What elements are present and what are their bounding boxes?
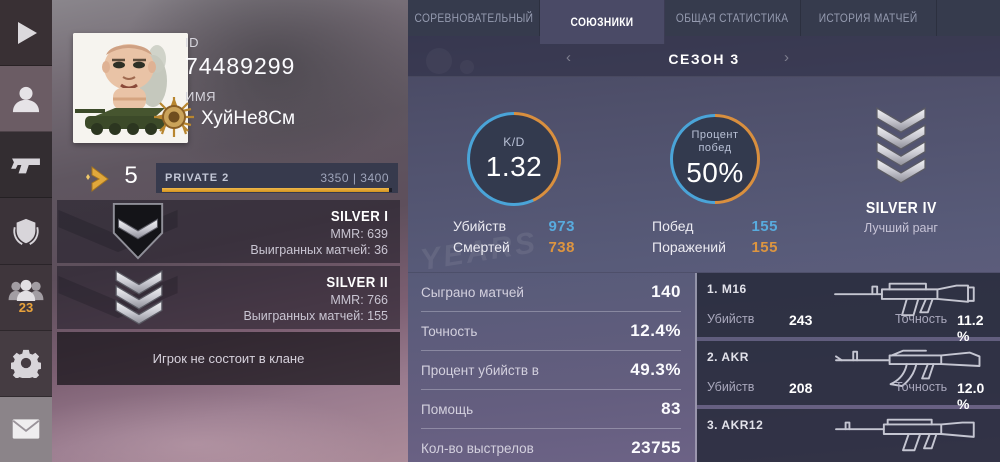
weapon-akr12-icon bbox=[835, 418, 975, 452]
sidebar: 23 bbox=[0, 0, 52, 462]
best-rank-title: SILVER IV bbox=[865, 200, 937, 217]
winrate-label-1: Процент bbox=[691, 128, 739, 141]
player-identity: ID 74489299 ИМЯ ХуйНе8См bbox=[185, 35, 296, 130]
deaths-label: Смертей bbox=[453, 239, 510, 255]
rank-mmr: MMR: 639 bbox=[330, 227, 388, 241]
rank-badge-silver4-icon bbox=[876, 107, 926, 184]
losses-value: 155 bbox=[751, 239, 778, 256]
best-rank-caption: Лучший ранг bbox=[864, 221, 938, 235]
friends-count-badge: 23 bbox=[18, 300, 34, 316]
tab-bar-filler bbox=[937, 0, 1000, 36]
losses-label: Поражений bbox=[652, 239, 726, 255]
clan-status-strip: Игрок не состоит в клане bbox=[57, 332, 400, 385]
weapon-stats-row: Убийств 243 Точность 11.2 % bbox=[707, 312, 984, 344]
weapon-akr-icon bbox=[835, 349, 981, 388]
gear-icon bbox=[11, 350, 41, 379]
competitive-rank-row[interactable]: SILVER I MMR: 639 Выигранных матчей: 36 bbox=[57, 200, 400, 263]
sidebar-item-settings[interactable] bbox=[0, 330, 52, 397]
tab-general-stats[interactable]: ОБЩАЯ СТАТИСТИКА bbox=[665, 0, 801, 36]
sidebar-item-clan[interactable] bbox=[0, 198, 52, 265]
player-name-label: ИМЯ bbox=[185, 88, 217, 104]
rank-text-block: SILVER I MMR: 639 Выигранных матчей: 36 bbox=[250, 207, 388, 258]
sidebar-item-armory[interactable] bbox=[0, 132, 52, 199]
winrate-value: 50% bbox=[686, 157, 744, 189]
level-chevron-icon bbox=[86, 166, 109, 192]
stat-row-accuracy: Точность 12.4% bbox=[421, 312, 681, 351]
weapon-card-akr[interactable]: 2. AKR Убийств 208 Точность bbox=[697, 341, 1000, 412]
tab-bar: СОРЕВНОВАТЕЛЬНЫЙ СОЮЗНИКИ ОБЩАЯ СТАТИСТИ… bbox=[408, 0, 1000, 44]
winrate-rows: Побед 155 Поражений 155 bbox=[652, 218, 778, 260]
rank-badge-silver1-icon bbox=[112, 202, 164, 260]
season-next-icon[interactable]: › bbox=[784, 49, 789, 66]
deaths-value: 738 bbox=[548, 239, 575, 256]
winrate-label-2: побед bbox=[698, 142, 732, 154]
avatar[interactable] bbox=[73, 33, 188, 143]
weapon-stats-row bbox=[707, 448, 992, 462]
sidebar-item-mail[interactable] bbox=[0, 396, 52, 462]
pistol-icon bbox=[11, 158, 40, 174]
weapon-m16-icon bbox=[834, 282, 975, 317]
best-rank-group: SILVER IV Лучший ранг bbox=[846, 84, 956, 235]
play-icon bbox=[18, 21, 37, 44]
rank-wins: Выигранных матчей: 155 bbox=[243, 308, 388, 323]
stat-row-assists: Помощь 83 bbox=[421, 390, 681, 429]
stat-row-headshot-pct: Процент убийств в 49.3% bbox=[421, 351, 681, 390]
sidebar-item-profile[interactable] bbox=[0, 66, 52, 133]
level-rank-label: PRIVATE 2 bbox=[165, 172, 230, 184]
weapon-title: 3. AKR12 bbox=[707, 418, 764, 432]
xp-progressbar bbox=[162, 188, 392, 192]
mail-icon bbox=[11, 418, 41, 440]
weapon-stats-row: Убийств 208 Точность 12.0 % bbox=[707, 380, 985, 412]
top-weapons-list: 1. M16 Убийств 243 Точность bbox=[695, 273, 1000, 462]
weapon-title: 1. M16 bbox=[707, 282, 747, 296]
weapon-card-m16[interactable]: 1. M16 Убийств 243 Точность bbox=[697, 273, 1000, 344]
weapon-title: 2. AKR bbox=[707, 350, 749, 364]
wins-value: 155 bbox=[751, 218, 778, 235]
season-body: K/D 1.32 Убийств 973 Смертей 738 bbox=[408, 76, 1000, 272]
stats-panel: YEARS СОРЕВНОВАТЕЛЬНЫЙ СОЮЗНИКИ ОБЩАЯ СТ… bbox=[408, 0, 1000, 462]
stat-row-shots: Кол-во выстрелов 23755 bbox=[421, 429, 681, 462]
kd-label: K/D bbox=[503, 134, 525, 149]
stats-list: Сыграно матчей 140 Точность 12.4% Процен… bbox=[408, 273, 695, 462]
kd-value: 1.32 bbox=[485, 151, 543, 183]
winrate-gauge: Процент побед 50% bbox=[670, 114, 760, 204]
friends-icon bbox=[8, 280, 44, 302]
player-name-value: ХуйНе8См bbox=[201, 107, 296, 129]
xp-progress-fill bbox=[162, 188, 389, 192]
rank-wins: Выигранных матчей: 36 bbox=[250, 242, 388, 257]
kd-rows: Убийств 973 Смертей 738 bbox=[453, 218, 575, 260]
kills-label: Убийств bbox=[453, 218, 507, 234]
tab-competitive[interactable]: СОРЕВНОВАТЕЛЬНЫЙ bbox=[408, 0, 540, 36]
rank-title: SILVER I bbox=[330, 208, 388, 225]
player-id-label: ID bbox=[185, 35, 199, 50]
player-id-value: 74489299 bbox=[185, 53, 296, 80]
season-title: СЕЗОН 3 bbox=[668, 51, 740, 67]
shield-laurel-icon bbox=[13, 218, 39, 245]
sidebar-item-play[interactable] bbox=[0, 0, 52, 67]
player-panel: ID 74489299 ИМЯ ХуйНе8См 5 PRIVATE 2 335… bbox=[52, 0, 408, 462]
stat-row-matches: Сыграно матчей 140 bbox=[421, 273, 681, 312]
rank-title: SILVER II bbox=[326, 274, 388, 291]
background-fog bbox=[52, 372, 408, 462]
kills-value: 973 bbox=[548, 218, 575, 235]
weapon-card-akr12[interactable]: 3. AKR12 bbox=[697, 409, 1000, 462]
level-xp-value: 3350 | 3400 bbox=[320, 171, 389, 185]
season-details: Сыграно матчей 140 Точность 12.4% Процен… bbox=[408, 272, 1000, 462]
wins-label: Побед bbox=[652, 218, 694, 234]
tab-allies[interactable]: СОЮЗНИКИ bbox=[540, 0, 665, 44]
rank-badge-silver2-icon bbox=[115, 270, 163, 325]
kd-gauge: K/D 1.32 bbox=[467, 112, 561, 206]
profile-icon bbox=[12, 86, 40, 112]
award-medal-icon bbox=[154, 97, 194, 137]
level-number: 5 bbox=[124, 162, 138, 189]
sidebar-item-friends[interactable]: 23 bbox=[0, 264, 52, 331]
clan-status-text: Игрок не состоит в клане bbox=[152, 351, 305, 366]
rank-text-block: SILVER II MMR: 766 Выигранных матчей: 15… bbox=[243, 273, 388, 324]
allies-rank-row[interactable]: SILVER II MMR: 766 Выигранных матчей: 15… bbox=[57, 266, 400, 329]
season-prev-icon[interactable]: ‹ bbox=[566, 49, 571, 66]
rank-mmr: MMR: 766 bbox=[330, 293, 388, 307]
season-header: ‹ СЕЗОН 3 › bbox=[408, 36, 1000, 77]
tab-match-history[interactable]: ИСТОРИЯ МАТЧЕЙ bbox=[801, 0, 937, 36]
